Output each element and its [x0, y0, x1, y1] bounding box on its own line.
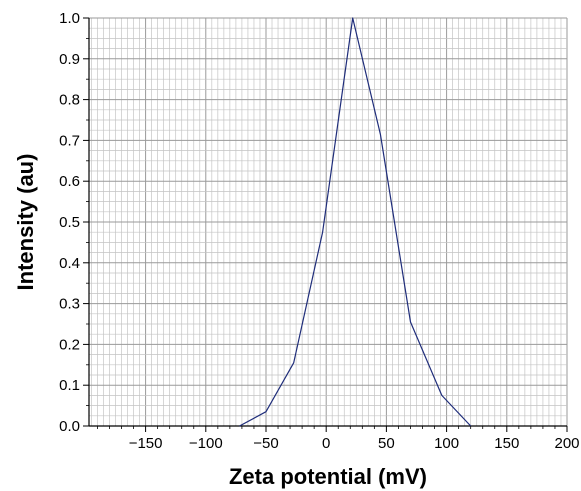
y-tick-label: 0.5 — [59, 214, 80, 231]
y-tick-label: 0.7 — [59, 132, 80, 149]
series-layer — [239, 17, 472, 427]
x-tick-label: 150 — [494, 435, 519, 452]
y-tick-label: 0.2 — [59, 336, 80, 353]
x-tick-label: 0 — [322, 435, 330, 452]
axes — [83, 17, 568, 432]
x-tick-label: 50 — [378, 435, 395, 452]
y-tick-label: 1.0 — [59, 10, 80, 27]
tick-labels: −150 −100 −50 0 50 100 150 200 0.0 0.1 0.2 0.3 0.4 0.… — [59, 10, 579, 452]
y-tick-label: 0.9 — [59, 51, 80, 68]
x-tick-label: 100 — [434, 435, 459, 452]
y-tick-label: 0.6 — [59, 173, 80, 190]
y-axis-title: Intensity (au) — [13, 154, 38, 291]
y-tick-label: 0.8 — [59, 92, 80, 109]
grid — [89, 17, 568, 427]
x-axis-title: Zeta potential (mV) — [229, 464, 427, 489]
x-tick-label: −150 — [129, 435, 163, 452]
x-tick-label: 200 — [554, 435, 579, 452]
y-tick-label: 0.1 — [59, 377, 80, 394]
y-tick-label: 0.0 — [59, 418, 80, 435]
y-tick-label: 0.4 — [59, 255, 80, 272]
series-line — [239, 17, 472, 427]
x-tick-label: −100 — [189, 435, 223, 452]
y-tick-label: 0.3 — [59, 296, 80, 313]
x-tick-label: −50 — [253, 435, 278, 452]
